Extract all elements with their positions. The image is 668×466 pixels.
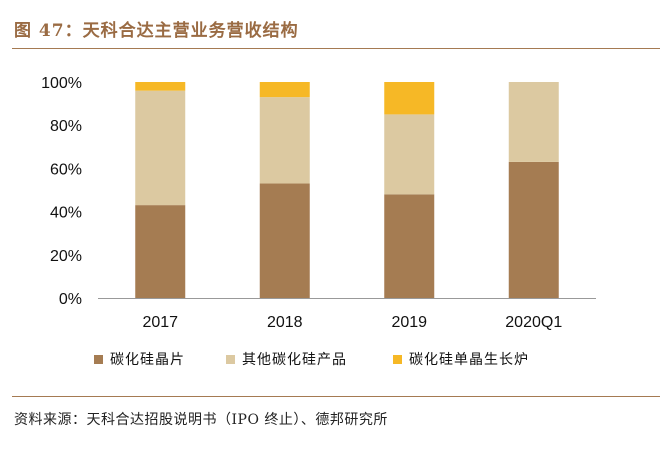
y-axis-ticks: 0% 20% 40% 60% 80% 100% [41, 75, 82, 308]
bar-segment-2020Q1-series-1 [508, 161, 559, 298]
bar-segment-2017-series-1 [135, 205, 186, 298]
bar-segment-2019-series-1 [384, 194, 435, 298]
bar-segment-2018-series-1 [259, 183, 310, 298]
bar-segment-2019-series-3 [384, 82, 435, 115]
x-tick-label: 2018 [267, 314, 303, 331]
legend: 碳化硅晶片 其他碳化硅产品 碳化硅单晶生长炉 [94, 352, 529, 368]
y-tick-label: 80% [50, 118, 82, 135]
bar-segment-2020Q1-series-2 [508, 82, 559, 162]
x-tick-label: 2017 [142, 314, 178, 331]
y-tick-label: 60% [50, 161, 82, 178]
source-note: 资料来源：天科合达招股说明书（IPO 终止）、德邦研究所 [14, 412, 388, 428]
bar-segment-2018-series-2 [259, 97, 310, 184]
legend-label: 碳化硅晶片 [110, 352, 185, 368]
legend-swatch [226, 355, 235, 364]
legend-label: 其他碳化硅产品 [242, 352, 347, 368]
y-tick-label: 20% [50, 248, 82, 265]
figure-title: 图 47：天科合达主营业务营收结构 [14, 21, 299, 41]
bar-segment-2017-series-3 [135, 82, 186, 91]
bottom-divider [12, 396, 660, 397]
legend-swatch [393, 355, 402, 364]
bars [135, 82, 559, 298]
legend-label: 碳化硅单晶生长炉 [409, 352, 529, 368]
top-divider [12, 48, 660, 49]
legend-swatch [94, 355, 103, 364]
bar-segment-2017-series-2 [135, 90, 186, 206]
x-axis-ticks: 2017 2018 2019 2020Q1 [142, 314, 562, 331]
bar-segment-2019-series-2 [384, 114, 435, 195]
x-tick-label: 2020Q1 [505, 314, 562, 331]
y-tick-label: 40% [50, 205, 82, 222]
x-tick-label: 2019 [391, 314, 427, 331]
y-tick-label: 0% [59, 291, 82, 308]
bar-segment-2018-series-3 [259, 82, 310, 98]
y-tick-label: 100% [41, 75, 82, 92]
